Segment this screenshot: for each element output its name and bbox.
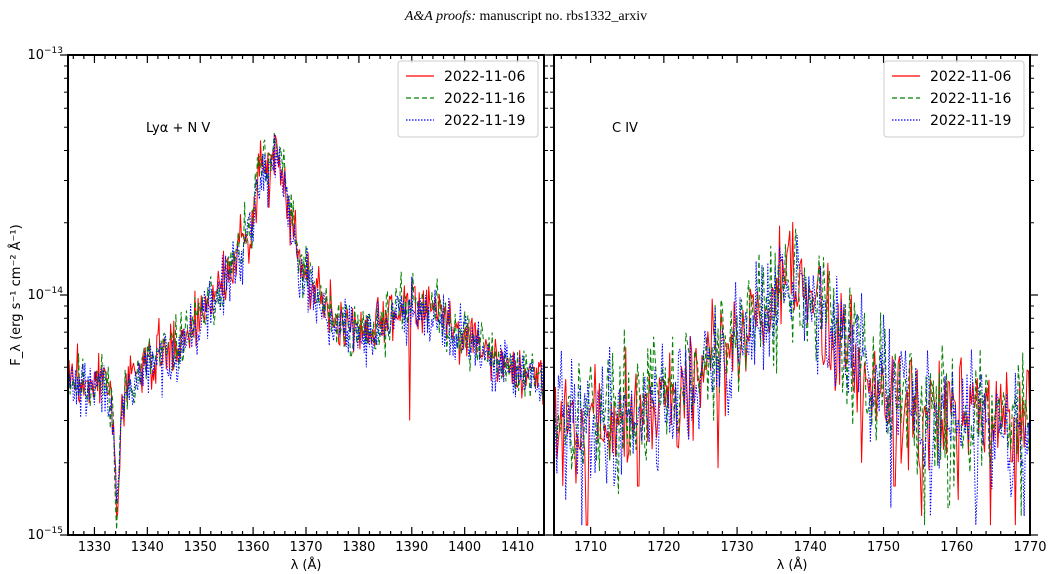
panel-annotation: Lyα + N V (146, 121, 210, 136)
x-tick-label: 1710 (574, 540, 607, 555)
series-line-3 (68, 134, 544, 503)
y-tick-label: 10−13 (27, 46, 63, 63)
series-line-2 (554, 228, 1030, 526)
legend-label: 2022-11-16 (444, 91, 525, 107)
x-tick-label: 1330 (78, 540, 111, 555)
legend-label: 2022-11-19 (930, 113, 1011, 129)
x-tick-label: 1360 (237, 540, 270, 555)
panel-annotation: C IV (612, 121, 638, 136)
x-tick-label: 1380 (342, 540, 375, 555)
x-axis: 1330 1340 1350 1360 1370 1380 1390 1400 1410 λ (Å… (72, 55, 540, 573)
x-tick-label: 1390 (395, 540, 428, 555)
x-axis-label: λ (Å) (291, 557, 322, 573)
x-axis: 1710 1720 1730 1740 1750 1760 1770 λ (Å) (560, 55, 1047, 573)
page-header-rest: manuscript no. rbs1332_arxiv (476, 9, 647, 24)
legend-label: 2022-11-06 (930, 69, 1011, 85)
x-tick-label: 1350 (184, 540, 217, 555)
panel-2: 1710 1720 1730 1740 1750 1760 1770 λ (Å) C IV 202… (546, 54, 1047, 573)
page-header-italic: A&A proofs: (404, 9, 476, 24)
page-header: A&A proofs: manuscript no. rbs1332_arxiv (404, 9, 647, 24)
x-tick-label: 1760 (940, 540, 973, 555)
series-line-2 (68, 132, 544, 530)
legend-label: 2022-11-16 (930, 91, 1011, 107)
panels: 1330 1340 1350 1360 1370 1380 1390 1400 1410 λ (Å… (8, 46, 1047, 573)
x-tick-label: 1340 (131, 540, 164, 555)
series-line-1 (554, 222, 1030, 526)
x-axis-label: λ (Å) (777, 557, 808, 573)
legend-box (397, 60, 539, 138)
y-axis: 10−15 10−14 10−13 F_λ (erg s⁻¹ cm⁻² Å⁻¹) (8, 46, 552, 543)
legend-label: 2022-11-06 (444, 69, 525, 85)
x-tick-label: 1750 (867, 540, 900, 555)
legend: 2022-11-06 2022-11-16 2022-11-19 (883, 60, 1025, 138)
y-axis (546, 54, 1038, 536)
x-tick-label: 1400 (448, 540, 481, 555)
legend: 2022-11-06 2022-11-16 2022-11-19 (397, 60, 539, 138)
x-tick-label: 1370 (289, 540, 322, 555)
x-tick-label: 1740 (794, 540, 827, 555)
x-tick-label: 1410 (501, 540, 534, 555)
y-tick-label: 10−15 (27, 526, 63, 543)
series-line-3 (554, 234, 1030, 526)
y-axis-label: F_λ (erg s⁻¹ cm⁻² Å⁻¹) (8, 224, 24, 365)
legend-box (883, 60, 1025, 138)
panel-1: 1330 1340 1350 1360 1370 1380 1390 1400 1410 λ (Å… (8, 46, 552, 573)
x-tick-label: 1720 (647, 540, 680, 555)
legend-label: 2022-11-19 (444, 113, 525, 129)
x-tick-label: 1730 (721, 540, 754, 555)
y-tick-label: 10−14 (27, 286, 63, 303)
x-tick-label: 1770 (1013, 540, 1046, 555)
